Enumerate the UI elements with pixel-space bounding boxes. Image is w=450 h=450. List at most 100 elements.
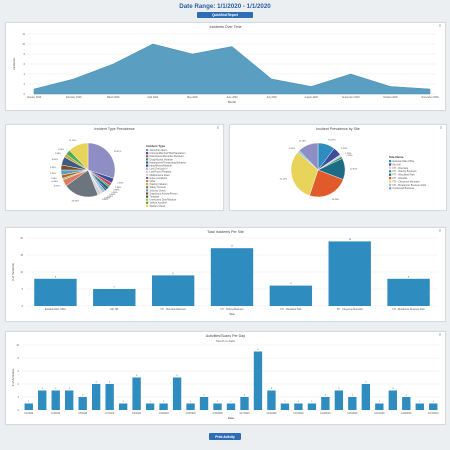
legend-entry: Security Check (150, 189, 167, 192)
data-label: 2 (325, 395, 327, 397)
data-label: 1 (311, 401, 313, 403)
print-activity-button[interactable]: Print Activity (209, 433, 241, 440)
bar (388, 390, 397, 410)
bar (132, 377, 141, 410)
data-label: 1 (419, 401, 421, 403)
x-tick-label: 1/19/2020 (266, 413, 277, 415)
menu-icon[interactable]: ≡ (216, 125, 220, 130)
legend-swatch (389, 183, 392, 186)
menu-icon[interactable]: ≡ (439, 125, 443, 130)
chart-title: Incident Type Prevalence (94, 127, 135, 131)
data-label: 5 (114, 287, 116, 289)
legend-swatch (146, 167, 149, 170)
bar (51, 390, 60, 410)
area-series (33, 43, 431, 95)
legend-swatch (146, 189, 149, 192)
bar (253, 351, 263, 410)
data-label: 3 (55, 388, 57, 390)
bar (328, 241, 371, 306)
x-tick-label: 1/13/2020 (185, 413, 196, 415)
incidents-per-site-card: Total Incidents Per Site ≡ 0 5 10 15 20 8 5 9 17… (5, 227, 446, 322)
legend-entry: FTI - Riverside (393, 167, 409, 170)
legend-entry: Crestwood Business (393, 187, 416, 190)
y-tick-label: 2 (24, 83, 26, 86)
data-label: 6 (290, 283, 292, 285)
legend-entry: Suspicious Activity/Person (150, 192, 179, 195)
menu-icon[interactable]: ≡ (438, 228, 442, 233)
x-tick-label: FTI - Woodland Park (280, 308, 302, 311)
slice-label: 0.98% (109, 194, 115, 196)
x-tick-label: June 2020 (226, 96, 238, 99)
bar (334, 390, 344, 410)
legend-swatch (389, 177, 392, 180)
legend-entry: Safety Concern (150, 186, 167, 189)
data-label: 3 (42, 388, 44, 390)
data-label: 4 (365, 382, 367, 384)
quickfind-report-button[interactable]: Quickfind Report (197, 12, 253, 18)
data-label: 2 (203, 395, 205, 397)
legend-entry: Drug/Alcohol Violation (150, 158, 174, 161)
legend-swatch (146, 198, 149, 201)
legend-swatch (389, 163, 392, 166)
legend-swatch (146, 180, 149, 183)
chart-title: Incident Prevalence by Site (316, 127, 360, 131)
data-label: 2 (82, 395, 84, 397)
x-tick-label: FTI - Cheyenne Mountain (337, 308, 364, 311)
x-axis-label: Date (228, 416, 235, 420)
bar (415, 403, 424, 410)
legend-entry: Eastside Main Office (393, 160, 416, 163)
chart-title: Total Incidents Per Site (207, 230, 244, 234)
x-tick-label: 1/25/2020 (347, 413, 358, 415)
legend-swatch (146, 164, 149, 167)
legend-swatch (146, 170, 149, 173)
legend-entry: FTI - Woodland Park (393, 174, 416, 177)
bar (213, 403, 222, 410)
pie-slice (309, 169, 344, 198)
y-tick-label: 8 (24, 53, 26, 56)
data-label: 8 (55, 276, 57, 278)
data-label: 1 (28, 401, 30, 403)
slice-label: 0.98% (52, 181, 58, 183)
legend-title: Site Name (389, 155, 404, 159)
data-label: 8 (408, 276, 410, 278)
x-tick-label: 1/5/2020 (78, 413, 88, 415)
legend-entry: FTI - Cheyenne Mountain (393, 180, 421, 183)
data-label: 3 (69, 388, 71, 390)
legend-entry: Noise Complaint (150, 177, 168, 180)
slice-label: 4.90% (52, 159, 58, 161)
x-tick-label: September 2020 (342, 96, 360, 99)
slice-label: 11.76% (69, 140, 76, 142)
slice-label: 2.94% (50, 167, 56, 169)
bar (151, 275, 195, 306)
bar (105, 384, 114, 410)
data-label: 1 (433, 401, 435, 403)
incident-type-card: Incident Type Prevalence ≡ 29.41% 2.94% 1.… (5, 124, 224, 211)
bar (38, 390, 47, 410)
bar (93, 289, 136, 306)
slice-label: 0.98% (113, 190, 119, 192)
menu-icon[interactable]: ≡ (438, 332, 442, 337)
data-label: 9 (257, 349, 259, 351)
bar (145, 403, 155, 410)
legend-swatch (389, 187, 392, 190)
legend-entry: Maintenance Issue (150, 174, 171, 177)
slice-label: 1.28% (289, 148, 295, 150)
y-tick-label: 10 (20, 271, 23, 274)
menu-icon[interactable]: ≡ (438, 23, 442, 28)
bar (375, 403, 384, 410)
x-tick-label: 1/31/2020 (428, 413, 439, 415)
legend-entry: Disturbance/Disruptive Behavior (150, 155, 184, 158)
legend-swatch (146, 161, 149, 164)
pie-slice (69, 142, 89, 171)
data-label: 5 (136, 375, 138, 377)
legend-entry: FTI - Sinking Business (393, 170, 418, 173)
bar (348, 397, 357, 410)
data-label: 3 (338, 388, 340, 390)
incidents-over-time-card: Incidents Over Time ≡ 0 2 4 6 8 10 12 January 2… (5, 22, 446, 111)
y-tick-label: 6 (18, 370, 20, 373)
legend-entry: Alarm/Fire Alarm (150, 149, 168, 152)
x-tick-label: 1/27/2020 (374, 413, 385, 415)
legend-entry: Injury/Illness/Medical (150, 165, 173, 168)
slice-label: 2.94% (117, 183, 123, 185)
bar (267, 390, 276, 410)
